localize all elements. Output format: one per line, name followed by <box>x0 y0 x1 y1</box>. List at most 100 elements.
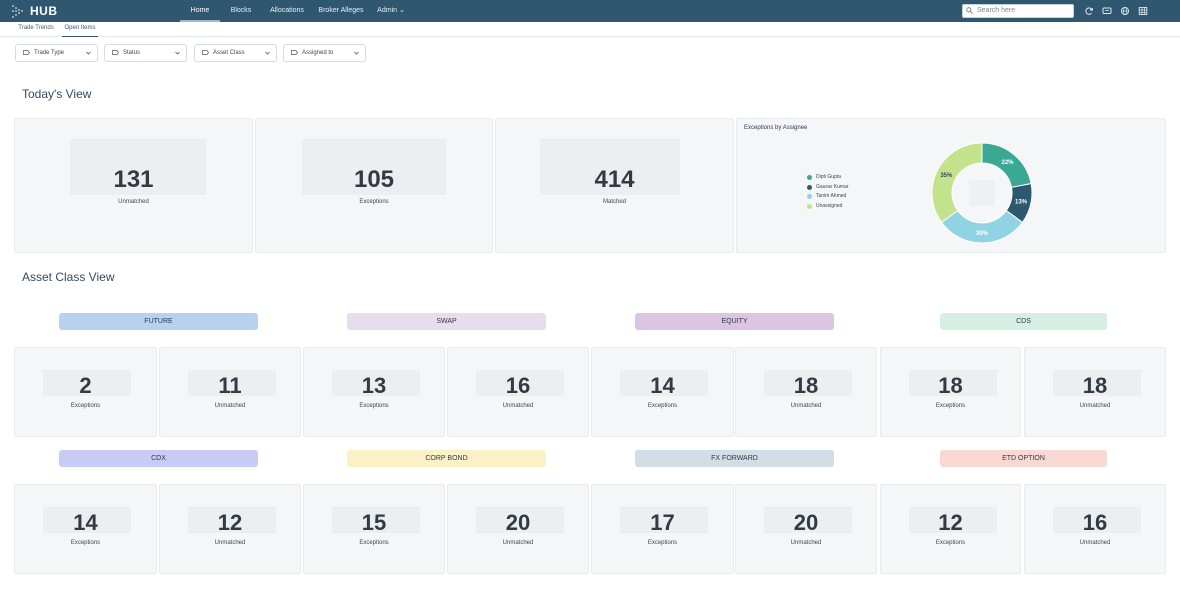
card-value: 16 <box>505 373 531 398</box>
donut-slice-tanim-ahmed[interactable] <box>940 209 1024 244</box>
exceptions-by-assignee-card: Exceptions by Assignee Dipti Gupta Gaura… <box>736 118 1166 253</box>
exceptions-donut-chart: 22% 13% 30% 35% <box>931 142 1033 244</box>
card-value: 17 <box>650 510 675 535</box>
asset-unmatched-card[interactable]: 11 Unmatched <box>159 347 301 437</box>
card-backdrop <box>188 370 276 396</box>
filter-label: Asset Class <box>213 50 245 56</box>
exceptions-card[interactable]: 105 Exceptions <box>255 118 493 253</box>
asset-unmatched-card[interactable]: 18 Unmatched <box>735 347 877 437</box>
nav-blocks[interactable]: Blocks <box>230 7 252 14</box>
card-backdrop <box>188 507 276 533</box>
legend-swatch <box>807 194 812 199</box>
filter-label: Status <box>123 50 141 56</box>
card-backdrop <box>764 507 852 533</box>
asset-exceptions-card[interactable]: 15 Exceptions <box>303 484 445 574</box>
top-nav-bar: HUB Home Blocks Allocations Broker Alleg… <box>0 0 1180 22</box>
nav-broker-alleges[interactable]: Broker Alleges <box>318 7 364 14</box>
card-label: Exceptions <box>70 403 101 409</box>
asset-exceptions-card[interactable]: 14 Exceptions <box>591 347 734 437</box>
card-backdrop <box>332 507 420 533</box>
card-value: 20 <box>505 510 531 535</box>
donut-center <box>969 180 995 206</box>
search-input[interactable]: Search here <box>962 4 1074 18</box>
legend-item-unassigned[interactable]: Unassigned <box>807 203 842 210</box>
matched-card[interactable]: 414 Matched <box>495 118 734 253</box>
asset-class-pill: CDX <box>59 450 258 467</box>
asset-class-pill: FX FORWARD <box>635 450 834 467</box>
card-label: Exceptions <box>935 540 966 546</box>
chat-icon[interactable] <box>1102 6 1112 16</box>
asset-unmatched-card[interactable]: 12 Unmatched <box>159 484 301 574</box>
card-label: Exceptions <box>935 403 966 409</box>
legend-label: Dipti Gupta <box>816 174 842 180</box>
asset-exceptions-card[interactable]: 13 Exceptions <box>303 347 445 437</box>
card-value: 12 <box>938 510 963 535</box>
card-value: 2 <box>79 373 92 398</box>
nav-home[interactable]: Home <box>180 0 220 22</box>
tag-icon <box>291 50 298 55</box>
card-backdrop <box>1053 370 1141 396</box>
card-label: Exceptions <box>359 403 389 409</box>
card-backdrop <box>620 507 708 533</box>
card-label: Unmatched <box>790 540 822 546</box>
donut-slice-unassigned[interactable] <box>931 142 983 224</box>
card-value: 18 <box>793 373 819 398</box>
card-value: 16 <box>1082 510 1108 535</box>
asset-class-pill: ETD OPTION <box>940 450 1107 467</box>
filter-asset-class[interactable]: Asset Class <box>194 44 277 62</box>
legend-label: Unassigned <box>816 203 843 209</box>
legend-item-dipti-gupta[interactable]: Dipti Gupta <box>807 174 841 181</box>
card-backdrop <box>70 139 206 195</box>
card-value: 14 <box>73 510 98 535</box>
asset-unmatched-card[interactable]: 16 Unmatched <box>1024 484 1166 574</box>
legend-item-tanim-ahmed[interactable]: Tanim Ahmed <box>807 193 846 200</box>
card-backdrop <box>1053 507 1141 533</box>
card-label: Unmatched <box>214 403 246 409</box>
legend-label: Tanim Ahmed <box>816 193 847 199</box>
card-label: Exceptions <box>359 199 389 205</box>
card-value: 11 <box>218 373 242 398</box>
legend-item-gaurav-kumar[interactable]: Gaurav Kumar <box>807 184 849 191</box>
asset-unmatched-card[interactable]: 20 Unmatched <box>735 484 877 574</box>
card-backdrop <box>476 507 564 533</box>
filter-assigned-to[interactable]: Assigned to <box>283 44 366 62</box>
asset-unmatched-card[interactable]: 18 Unmatched <box>1024 347 1166 437</box>
search-icon <box>966 7 973 14</box>
asset-unmatched-card[interactable]: 20 Unmatched <box>447 484 589 574</box>
legend-label: Gaurav Kumar <box>816 184 849 190</box>
card-value: 13 <box>361 373 387 398</box>
asset-class-pill: SWAP <box>347 313 546 330</box>
asset-exceptions-card[interactable]: 2 Exceptions <box>14 347 157 437</box>
chevron-down-icon <box>86 51 91 55</box>
filter-trade-type[interactable]: Trade Type <box>15 44 98 62</box>
card-label: Exceptions <box>647 403 678 409</box>
asset-exceptions-card[interactable]: 14 Exceptions <box>14 484 157 574</box>
tab-trade-trends[interactable]: Trade Trends <box>18 25 54 31</box>
todays-view-heading: Today's View <box>22 87 92 101</box>
asset-exceptions-card[interactable]: 18 Exceptions <box>880 347 1021 437</box>
card-label: Exceptions <box>359 540 389 546</box>
card-value: 414 <box>594 166 635 193</box>
card-label: Unmatched <box>214 540 246 546</box>
filter-status[interactable]: Status <box>104 44 187 62</box>
unmatched-card[interactable]: 131 Unmatched <box>14 118 253 253</box>
asset-unmatched-card[interactable]: 16 Unmatched <box>447 347 589 437</box>
nav-admin-dropdown[interactable]: Admin ⌄ <box>377 7 405 14</box>
grid-icon[interactable] <box>1138 6 1148 16</box>
slice-label-unassigned: 35% <box>940 173 953 179</box>
tab-open-items[interactable]: Open Items <box>62 25 98 37</box>
slice-label-gaurav-kumar: 13% <box>1015 200 1028 206</box>
globe-icon[interactable] <box>1120 6 1130 16</box>
asset-exceptions-card[interactable]: 17 Exceptions <box>591 484 734 574</box>
refresh-icon[interactable] <box>1084 6 1094 16</box>
nav-allocations[interactable]: Allocations <box>270 7 304 14</box>
card-backdrop <box>620 370 708 396</box>
asset-exceptions-card[interactable]: 12 Exceptions <box>880 484 1021 574</box>
asset-class-pill: FUTURE <box>59 313 258 330</box>
asset-class-pill: EQUITY <box>635 313 834 330</box>
card-value: 131 <box>113 166 154 193</box>
card-label: Exceptions <box>70 540 101 546</box>
card-backdrop <box>476 370 564 396</box>
search-placeholder: Search here <box>977 7 1016 14</box>
card-label: Exceptions <box>647 540 678 546</box>
